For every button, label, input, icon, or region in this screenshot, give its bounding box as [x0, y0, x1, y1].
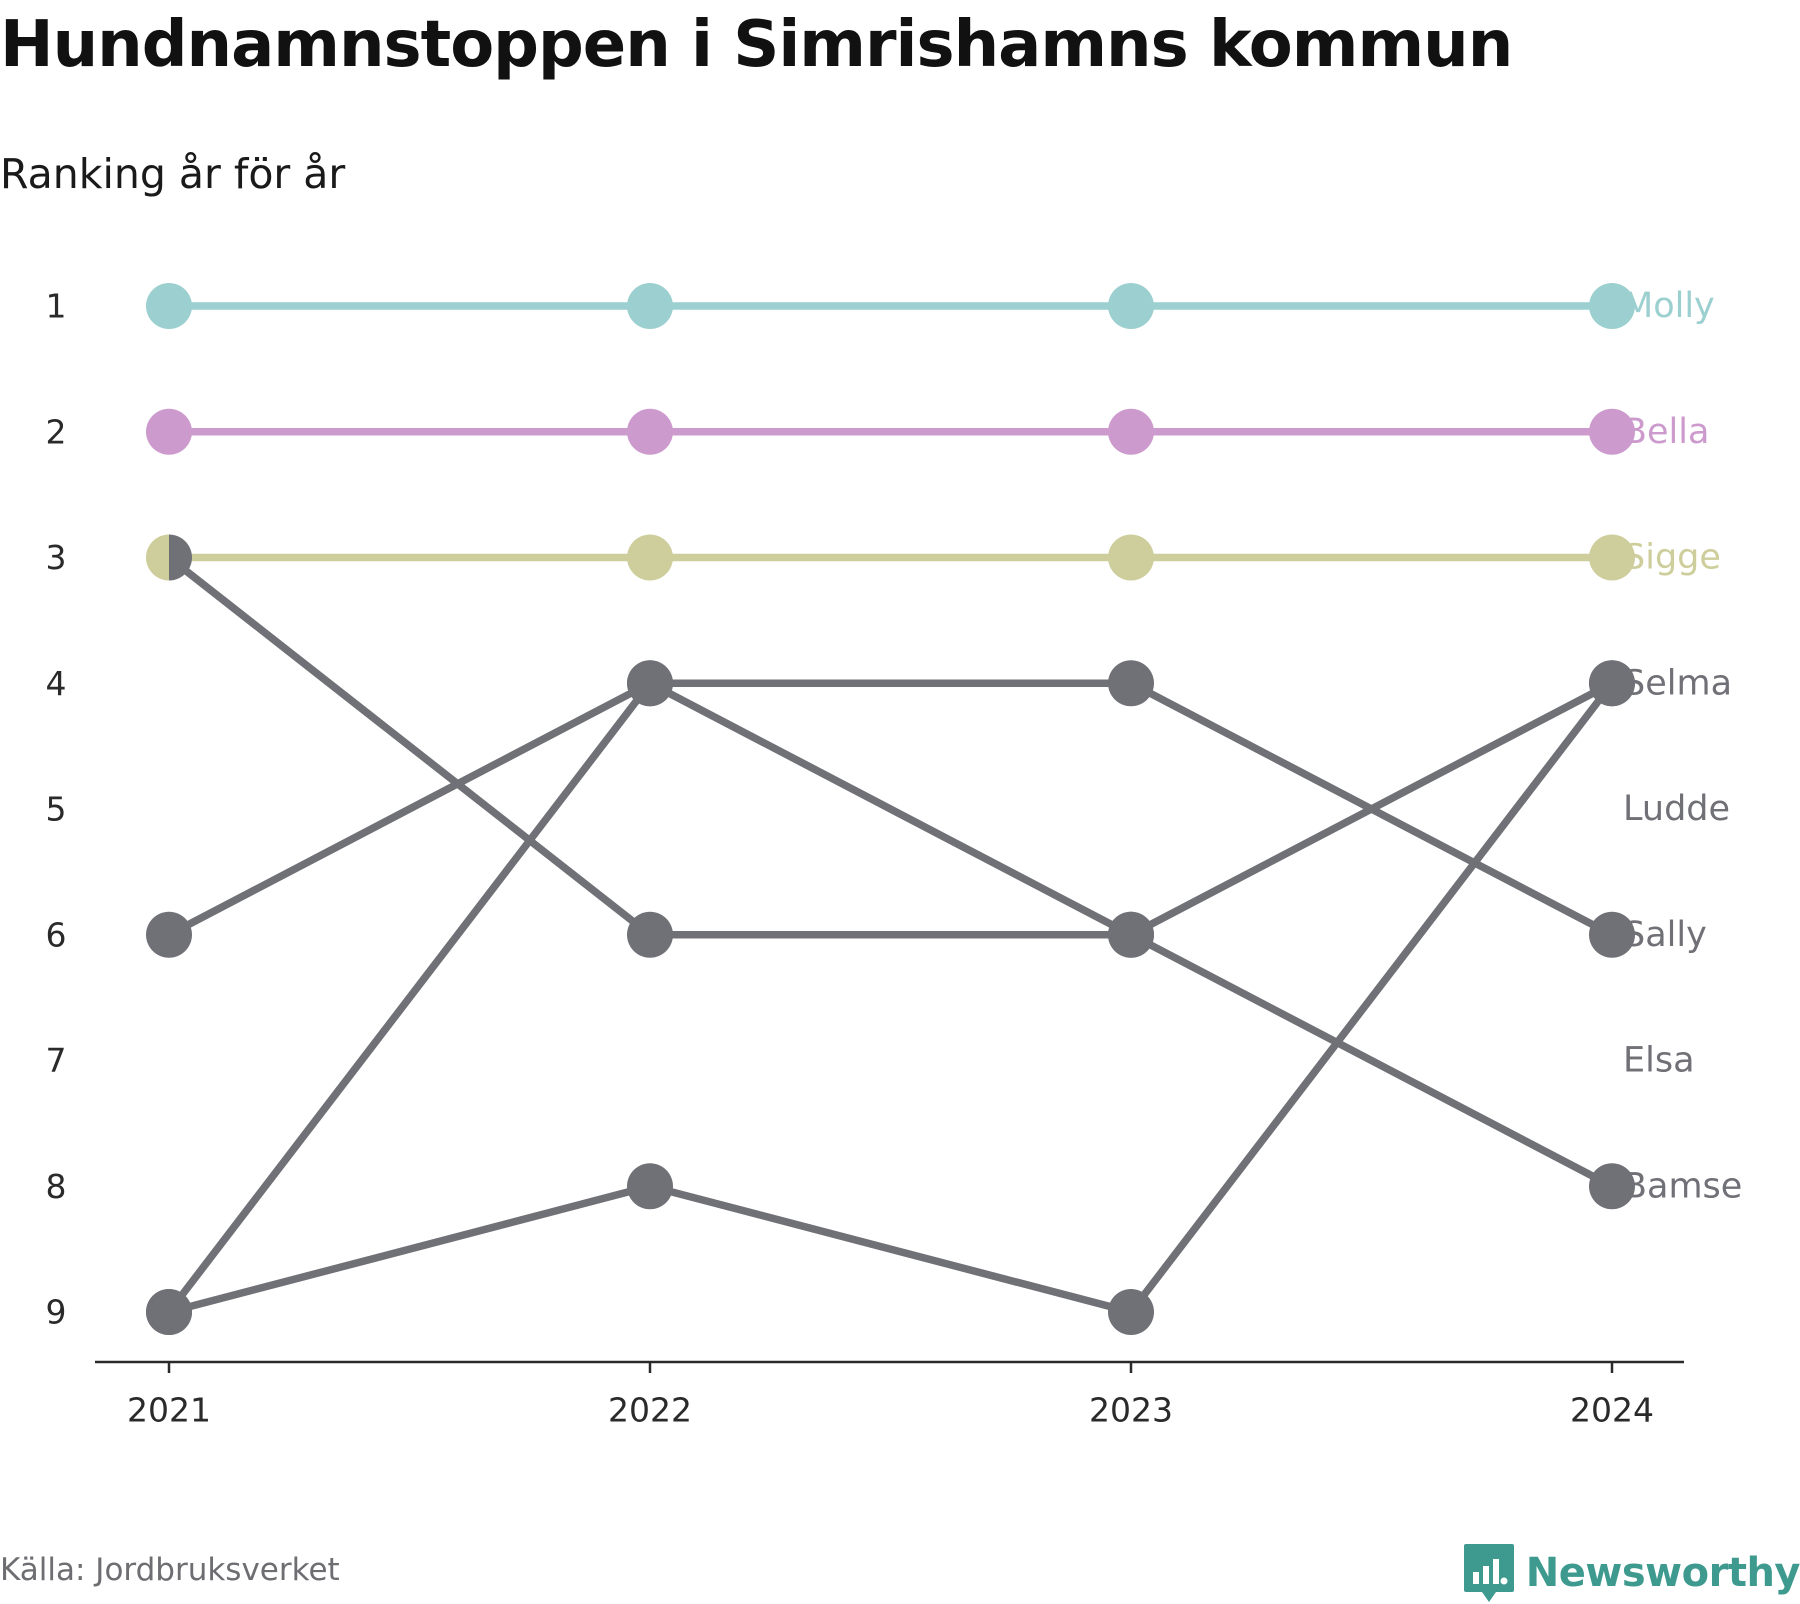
data-point	[627, 911, 673, 958]
series-end-label: Sally	[1623, 915, 1707, 955]
data-point	[627, 534, 673, 581]
data-point	[1589, 408, 1635, 455]
data-point	[1589, 1163, 1635, 1210]
bump-chart: 1 2 3 4 5 6 7 8 9 2021 2022 2023 2024 Molly Bella Sig…	[46, 283, 1742, 1430]
newsworthy-logo-icon	[1463, 1544, 1514, 1602]
y-tick-label: 7	[46, 1041, 67, 1080]
data-point	[146, 534, 169, 581]
y-tick-label: 8	[46, 1167, 67, 1206]
data-point	[1108, 534, 1154, 581]
series-end-label: Selma	[1623, 663, 1732, 703]
data-point	[1108, 283, 1154, 329]
x-tick-label: 2024	[1570, 1391, 1654, 1430]
data-point	[1108, 408, 1154, 455]
end-labels: Molly Bella Sigge Selma Ludde Sally Elsa Bamse	[1623, 286, 1742, 1206]
y-tick-label: 1	[46, 287, 67, 326]
series-end-label: Elsa	[1623, 1041, 1695, 1081]
y-tick-labels: 1 2 3 4 5 6 7 8 9	[46, 287, 67, 1332]
series-end-label: Sigge	[1623, 538, 1721, 578]
data-point	[1108, 660, 1154, 707]
data-point	[1589, 534, 1635, 581]
x-axis: 2021 2022 2023 2024	[95, 1360, 1684, 1430]
source-note: Källa: Jordbruksverket	[0, 1552, 340, 1588]
data-point	[627, 660, 673, 707]
data-point	[169, 534, 192, 581]
chart-subtitle: Ranking år för år	[0, 150, 346, 198]
data-point	[627, 1163, 673, 1210]
data-point	[627, 283, 673, 329]
series-end-label: Molly	[1623, 286, 1715, 326]
data-point	[1589, 283, 1635, 329]
x-tick-label: 2021	[127, 1391, 211, 1430]
series-lines	[166, 302, 1615, 1316]
data-point	[146, 1289, 192, 1335]
series-end-label: Bamse	[1623, 1166, 1742, 1206]
y-tick-label: 6	[46, 915, 67, 954]
brand: Newsworthy	[1462, 1542, 1800, 1604]
y-tick-label: 4	[46, 664, 67, 703]
y-tick-label: 9	[46, 1293, 67, 1332]
data-point	[146, 283, 192, 329]
series-line	[168, 680, 1615, 1316]
series-points	[146, 283, 1635, 1335]
y-tick-label: 3	[46, 538, 67, 577]
data-point	[627, 408, 673, 455]
data-point	[1589, 660, 1635, 707]
series-end-label: Bella	[1623, 412, 1709, 452]
brand-name: Newsworthy	[1525, 1550, 1800, 1596]
data-point	[1108, 1289, 1154, 1335]
data-point	[1589, 911, 1635, 958]
chart-title: Hundnamnstoppen i Simrishamns kommun	[0, 8, 1513, 82]
series-end-label: Ludde	[1623, 789, 1730, 829]
series-line	[167, 679, 1614, 1190]
y-tick-label: 2	[46, 412, 67, 451]
x-tick-label: 2022	[608, 1391, 692, 1430]
data-point	[1108, 911, 1154, 958]
data-point	[146, 408, 192, 455]
y-tick-label: 5	[46, 790, 67, 829]
data-point	[146, 911, 192, 958]
x-tick-label: 2023	[1089, 1391, 1173, 1430]
series-line	[166, 554, 1614, 939]
series-line	[166, 679, 1614, 1315]
